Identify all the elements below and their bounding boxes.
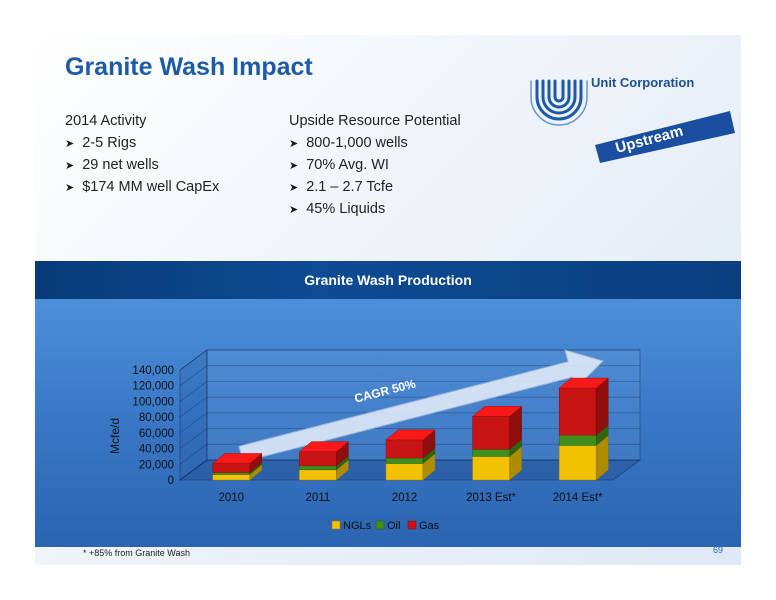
chart-title: Granite Wash Production	[304, 272, 472, 288]
arrow-bullet-icon: ➤	[289, 160, 299, 172]
upside-item: 70% Avg. WI	[306, 157, 389, 173]
unit-corporation-logo: Unit Corporation Upstream	[530, 75, 735, 163]
upside-section: Upside Resource Potential ➤ 800-1,000 wel…	[289, 113, 461, 223]
chart-area: 0 20,000 40,000 60,000 80,000 100,000 120,000 1…	[35, 299, 741, 547]
production-chart: 0 20,000 40,000 60,000 80,000 100,000 120,000 1…	[108, 349, 642, 532]
list-item: ➤ 2.1 – 2.7 Tcfe	[289, 179, 461, 195]
y-tick-label: 120,000	[132, 381, 174, 393]
bar-gas-top	[298, 441, 350, 452]
bar-gas-top	[558, 377, 609, 389]
y-tick-label: 20,000	[139, 459, 174, 471]
upside-item: 2.1 – 2.7 Tcfe	[306, 179, 394, 195]
logo-company-name: Unit Corporation	[591, 75, 694, 90]
activity-item: $174 MM well CapEx	[82, 179, 220, 195]
bar-gas-front	[472, 416, 510, 450]
arrow-bullet-icon: ➤	[289, 182, 299, 194]
upside-item: 800-1,000 wells	[306, 135, 408, 151]
arrow-bullet-icon: ➤	[65, 138, 75, 150]
chart-side-wall	[179, 349, 208, 481]
arrow-bullet-icon: ➤	[65, 182, 75, 194]
legend-swatch	[331, 520, 341, 530]
arrow-bullet-icon: ➤	[65, 160, 75, 172]
y-tick-label: 100,000	[132, 396, 174, 408]
x-tick-label: 2011	[306, 492, 331, 504]
y-tick-label: 40,000	[139, 444, 174, 456]
bar-oil-front	[299, 465, 337, 471]
gridline	[179, 349, 640, 371]
upside-item: 45% Liquids	[306, 201, 386, 217]
activity-section: 2014 Activity ➤ 2-5 Rigs ➤ 29 net wells ➤ $…	[65, 113, 219, 201]
y-tick-label: 0	[168, 475, 174, 487]
bar-oil-front	[385, 457, 424, 464]
bar-ngls-front	[299, 469, 337, 481]
activity-heading: 2014 Activity	[65, 113, 147, 129]
legend-swatch	[375, 520, 385, 530]
list-item: ➤ $174 MM well CapEx	[65, 179, 219, 195]
y-tick-label: 140,000	[132, 365, 174, 377]
list-item: ➤ 800-1,000 wells	[289, 135, 461, 151]
logo-rings-icon	[530, 79, 588, 126]
legend-swatch	[407, 520, 417, 530]
y-tick-label: 60,000	[139, 428, 174, 440]
legend-label: NGLs	[343, 520, 372, 532]
page-title: Granite Wash Impact	[65, 53, 313, 81]
page-number: 69	[712, 545, 723, 555]
y-axis-label: Mcfe/d	[108, 418, 122, 454]
activity-item: 29 net wells	[82, 157, 159, 173]
y-tick-label: 80,000	[139, 412, 174, 424]
x-tick-label: 2014 Est*	[553, 492, 603, 504]
x-tick-label: 2012	[392, 492, 418, 504]
bar-gas-top	[471, 406, 523, 417]
slide: Granite Wash Impact 2014 Activity ➤ 2-5 R…	[35, 35, 741, 565]
bar-ngls-front	[558, 445, 597, 481]
arrow-bullet-icon: ➤	[289, 204, 299, 216]
arrow-bullet-icon: ➤	[289, 138, 299, 150]
bar-ngls-front	[212, 474, 251, 481]
x-tick-label: 2010	[219, 492, 245, 504]
gridline	[179, 365, 640, 386]
bar-oil-front	[558, 434, 597, 446]
bar-gas-top	[212, 453, 263, 464]
bar-oil-front	[472, 449, 510, 457]
bar-gas-top	[385, 429, 436, 441]
list-item: ➤ 29 net wells	[65, 157, 219, 173]
bar-ngls-front	[385, 463, 424, 481]
bar-gas-front	[299, 451, 337, 467]
list-item: ➤ 2-5 Rigs	[65, 135, 219, 151]
bar-gas-front	[212, 463, 251, 473]
footnote: * +85% from Granite Wash	[83, 548, 190, 558]
chart-title-band: Granite Wash Production	[35, 261, 741, 299]
bar-oil-front	[212, 472, 251, 475]
upstream-ribbon	[595, 111, 735, 163]
list-item: ➤ 70% Avg. WI	[289, 157, 461, 173]
x-tick-label: 2013 Est*	[466, 492, 516, 504]
bar-gas-front	[385, 439, 424, 459]
activity-item: 2-5 Rigs	[82, 135, 137, 151]
legend-label: Gas	[419, 520, 440, 532]
legend-label: Oil	[387, 520, 400, 532]
bar-gas-front	[558, 387, 597, 436]
list-item: ➤ 45% Liquids	[289, 201, 461, 217]
upside-heading: Upside Resource Potential	[289, 113, 461, 129]
bar-ngls-front	[472, 456, 510, 481]
